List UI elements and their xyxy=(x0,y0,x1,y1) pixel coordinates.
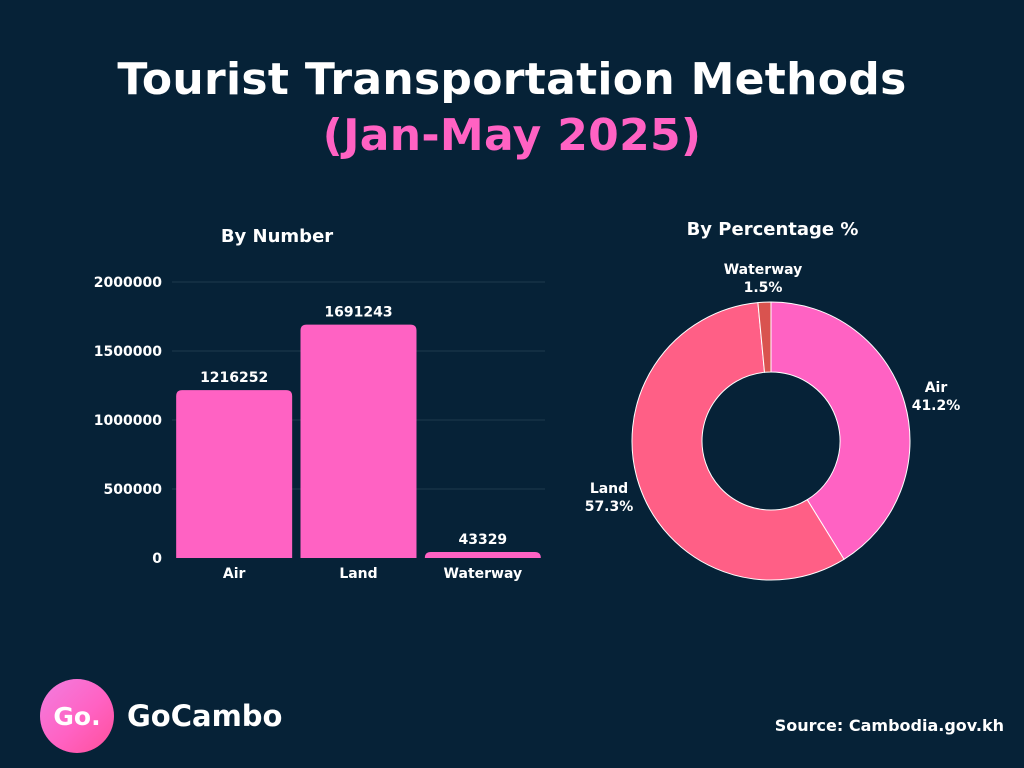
bar-chart-title: By Number xyxy=(220,226,334,247)
page-title: Tourist Transportation Methods (Jan-May … xyxy=(0,52,1024,164)
y-tick-label: 0 xyxy=(152,551,162,567)
bar-data-label: 43329 xyxy=(458,532,507,548)
y-tick-label: 1500000 xyxy=(94,344,162,360)
y-tick-label: 1000000 xyxy=(94,413,162,429)
x-tick-label: Waterway xyxy=(444,566,523,582)
title-line-main: Tourist Transportation Methods xyxy=(117,54,907,105)
gocambo-logo: Go. xyxy=(40,679,114,753)
y-tick-label: 2000000 xyxy=(94,275,162,291)
x-tick-label: Air xyxy=(223,566,246,582)
bar-air xyxy=(176,390,293,558)
brand-name: GoCambo xyxy=(127,699,283,733)
title-line-period: (Jan-May 2025) xyxy=(322,110,702,161)
bar-land xyxy=(300,324,417,558)
bar-data-label: 1216252 xyxy=(200,370,268,386)
logo-text: Go. xyxy=(53,701,101,731)
source-credit: Source: Cambodia.gov.kh xyxy=(774,716,1004,735)
y-tick-label: 500000 xyxy=(104,482,163,498)
bar-data-label: 1691243 xyxy=(324,305,392,321)
bar-waterway xyxy=(424,552,541,558)
donut-chart-title: By Percentage % xyxy=(686,219,859,240)
x-tick-label: Land xyxy=(339,566,377,582)
